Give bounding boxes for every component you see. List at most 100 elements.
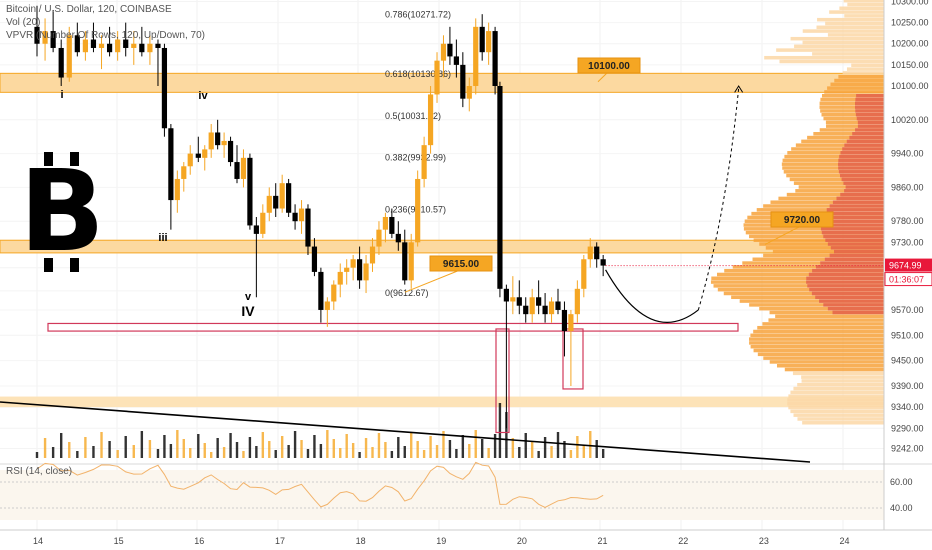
volume-profile-bar-down — [832, 310, 884, 315]
volume-bar — [124, 436, 127, 458]
volume-bar — [280, 436, 284, 458]
rsi-band — [0, 470, 884, 520]
volume-profile-bar — [750, 344, 884, 349]
callout-pointer — [597, 71, 609, 83]
volume-profile-bar — [813, 132, 884, 136]
fib-level-label: 0.382(9932.99) — [385, 153, 446, 163]
candle-bull — [331, 284, 337, 302]
volume-profile-bar-down — [824, 211, 884, 216]
volume-profile-bar-down — [840, 192, 884, 197]
volume-profile-bar — [792, 371, 884, 376]
volume-profile-bar-down — [806, 280, 884, 284]
candle-bull — [98, 43, 105, 48]
volume-bar — [148, 440, 152, 458]
volume-bar — [556, 432, 560, 458]
volume-profile-bar-down — [849, 135, 884, 140]
volume-profile-bar — [784, 154, 884, 159]
volume-profile-bar — [724, 268, 884, 273]
volume-profile-bar — [801, 139, 884, 144]
fib-level-label: 0.5(10031.92) — [385, 111, 441, 121]
volume-bar — [518, 447, 521, 458]
candle-bull — [486, 31, 492, 53]
volume-profile-bar — [839, 6, 884, 11]
volume-profile-bar — [757, 325, 884, 330]
wick-box-1 — [495, 328, 510, 434]
volume-bar — [429, 436, 432, 458]
candle-bear — [58, 47, 64, 78]
volume-profile-bar — [779, 59, 884, 64]
symbol-title: Bitcoin / U.S. Dollar, 120, COINBASE — [6, 4, 172, 15]
candle-bear — [273, 195, 279, 209]
candle-bull — [574, 288, 580, 315]
candle-bear — [74, 35, 80, 53]
volume-profile-bar-down — [841, 177, 884, 182]
volume-bar — [216, 438, 219, 458]
volume-bar — [377, 433, 381, 458]
candle-bear — [305, 208, 311, 247]
candle-bull — [260, 212, 266, 234]
volume-bar — [140, 431, 144, 458]
volume-profile-bar-down — [806, 276, 884, 281]
price-tick-label: 9780.00 — [891, 216, 924, 226]
volume-profile-bar — [791, 147, 884, 151]
wave-label: v — [245, 291, 252, 303]
volume-bar — [576, 436, 579, 458]
volume-profile-bar-down — [807, 284, 884, 288]
volume-bar — [339, 448, 342, 458]
volume-profile-bar-down — [845, 185, 884, 189]
volume-indicator-label: Vol (20) — [6, 17, 41, 28]
volume-bar — [169, 444, 173, 458]
volume-profile-bar — [827, 33, 884, 37]
volume-bar — [116, 450, 119, 458]
candle-bear — [106, 43, 113, 53]
volume-profile-bar-down — [854, 105, 884, 109]
volume-bar — [511, 438, 515, 458]
projection-path — [605, 85, 744, 323]
volume-profile-bar-down — [812, 268, 884, 273]
candle-bull — [568, 314, 574, 332]
candle-bear — [286, 183, 292, 213]
volume-profile-bar — [795, 189, 884, 193]
volume-bar — [582, 445, 586, 458]
volume-profile-bar-down — [825, 238, 884, 242]
time-tick-label: 15 — [114, 536, 124, 546]
volume-profile-bar — [710, 280, 884, 284]
candle-bear — [389, 216, 395, 234]
volume-profile-bar — [764, 55, 884, 60]
volume-profile-bar-down — [855, 113, 884, 117]
volume-profile-bar-down — [856, 116, 884, 121]
candle-bear — [123, 39, 129, 48]
volume-profile-bar — [817, 17, 884, 22]
volume-profile-bar — [750, 333, 884, 338]
volume-profile-bar-down — [808, 272, 884, 277]
volume-profile-bar — [769, 360, 884, 364]
vpvr-indicator-label: VPVR (Number Of Rows, 120, Up/Down, 70) — [6, 30, 205, 41]
zone-9720 — [0, 239, 885, 254]
volume-bar — [461, 435, 465, 458]
volume-profile-bar — [786, 192, 884, 197]
candle-bear — [492, 31, 498, 86]
candle-bull — [324, 301, 330, 310]
volume-profile-bar — [844, 14, 884, 18]
price-callout-label: 9615.00 — [443, 259, 480, 270]
volume-bar — [474, 430, 477, 458]
volume-profile-bar — [765, 246, 884, 250]
candle-bull — [415, 178, 421, 243]
time-tick-label: 19 — [436, 536, 446, 546]
candle-bull — [466, 86, 472, 99]
candle-bull — [548, 301, 555, 315]
volume-bar — [156, 449, 160, 458]
volume-profile-bar — [824, 90, 884, 94]
price-tick-label: 9340.00 — [891, 402, 924, 412]
volume-profile-bar — [793, 413, 884, 417]
volume-bar — [550, 446, 553, 458]
callout-pointer — [404, 269, 461, 293]
volume-profile-bar-down — [815, 295, 884, 300]
volume-bar — [537, 451, 540, 458]
volume-bar — [306, 449, 310, 458]
volume-profile-bar — [801, 375, 884, 379]
candle-bear — [460, 64, 466, 99]
volume-bar — [132, 445, 135, 458]
